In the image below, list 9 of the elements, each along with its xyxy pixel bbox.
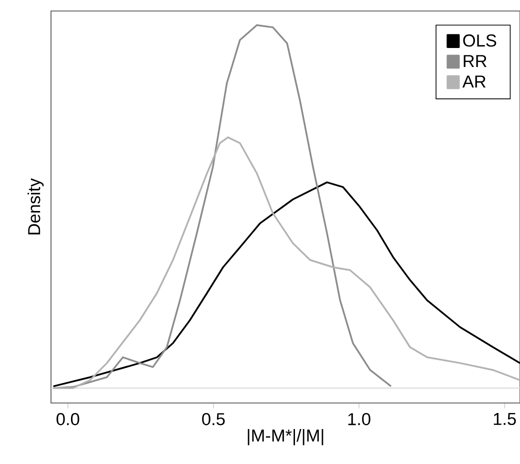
x-tick-label: 1.5: [494, 413, 516, 426]
x-tick-label: 0.5: [202, 413, 225, 426]
x-tick-label: 0.0: [56, 413, 80, 426]
x-axis-title: |M-M*|/|M|: [248, 429, 324, 446]
x-tick-label: 1.0: [348, 413, 370, 426]
legend-label: OLS: [463, 34, 496, 47]
y-axis-title: Density: [28, 178, 44, 234]
legend-label: AR: [462, 76, 486, 88]
legend-label: RR: [464, 55, 487, 67]
